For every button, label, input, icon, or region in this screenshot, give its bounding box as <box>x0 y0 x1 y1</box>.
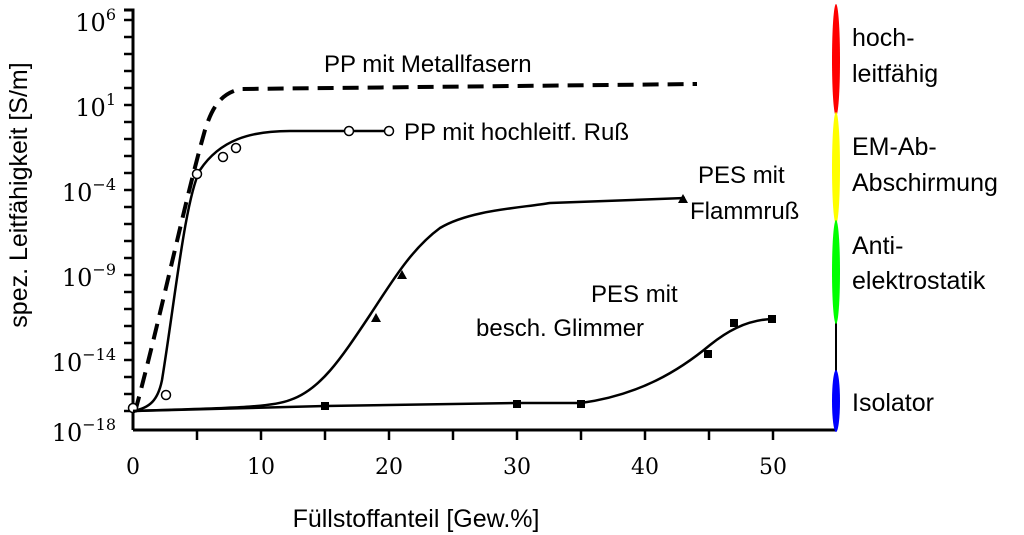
data-point <box>730 319 738 327</box>
series-pes-flammruss-line <box>132 196 686 413</box>
classification-scale <box>832 4 840 432</box>
data-point <box>230 142 242 154</box>
x-tick-label: 30 <box>503 455 531 480</box>
series-label-pp-metallfasern: PP mit Metallfasern <box>324 51 532 78</box>
y-tick-label: 10−18 <box>52 415 116 447</box>
data-point <box>343 125 355 137</box>
data-point <box>678 194 688 203</box>
data-point <box>704 350 712 358</box>
series-label-pes-flammruss-2: Flammruß <box>690 198 799 225</box>
band-label-blue: Isolator <box>852 389 934 417</box>
series-label-pes-flammruss-1: PES mit <box>698 162 785 189</box>
data-point <box>768 315 776 323</box>
series-label-pes-glimmer-1: PES mit <box>591 281 678 308</box>
series-label-pp-russ: PP mit hochleitf. Ruß <box>404 119 629 146</box>
band-label-yellow-2: Abschirmung <box>852 169 998 197</box>
axes <box>124 8 836 432</box>
data-point <box>217 151 229 163</box>
band-label-red-1: hoch- <box>852 24 915 52</box>
x-tick-label: 50 <box>759 455 787 480</box>
y-tick-label: 10−14 <box>52 345 116 377</box>
x-ticks <box>195 430 775 440</box>
band-label-green-2: elektrostatik <box>852 267 986 295</box>
data-point <box>371 313 381 322</box>
y-tick-labels: 106 101 10−4 10−9 10−14 10−18 <box>52 5 116 447</box>
series-labels: PP mit Metallfasern PP mit hochleitf. Ru… <box>324 51 799 342</box>
x-axis-label: Füllstoffanteil [Gew.%] <box>293 505 540 533</box>
data-point <box>191 168 203 180</box>
x-tick-label: 10 <box>247 455 275 480</box>
band-yellow-em-abschirmung <box>832 112 840 224</box>
band-label-green-1: Anti- <box>852 232 903 260</box>
y-tick-label: 10−9 <box>62 260 116 292</box>
x-tick-label: 40 <box>631 455 659 480</box>
data-point <box>321 402 329 410</box>
x-tick-label: 0 <box>126 455 140 480</box>
band-label-yellow-1: EM-Ab- <box>852 133 937 161</box>
y-axis-line <box>124 8 135 430</box>
data-point <box>577 400 585 408</box>
series-pp-russ-line <box>132 129 389 413</box>
band-label-red-2: leitfähig <box>852 60 938 88</box>
series-pes-flammruss-markers <box>371 194 688 322</box>
series-label-pes-glimmer-2: besch. Glimmer <box>476 315 644 342</box>
y-tick-label: 106 <box>75 5 116 37</box>
series-pes-glimmer-markers <box>321 315 776 410</box>
series-pp-russ-markers <box>127 125 395 414</box>
data-point <box>397 270 407 279</box>
x-tick-label: 20 <box>375 455 403 480</box>
y-axis-label: spez. Leitfähigkeit [S/m] <box>5 62 33 327</box>
y-ticks <box>124 18 133 413</box>
y-tick-label: 101 <box>75 90 116 122</box>
x-tick-labels: 0 10 20 30 40 50 <box>126 455 787 480</box>
band-green-antielektrostatik <box>832 220 840 324</box>
data-point <box>160 389 172 401</box>
band-red-hochleitfaehig <box>832 4 840 116</box>
band-blue-isolator <box>832 370 840 432</box>
series-pes-glimmer-line <box>132 317 773 413</box>
data-point <box>513 400 521 408</box>
series-pp-metallfasern-line <box>133 82 698 413</box>
data-point <box>383 125 395 137</box>
y-tick-label: 10−4 <box>62 175 116 207</box>
classification-labels: hoch- leitfähig EM-Ab- Abschirmung Anti-… <box>852 24 998 417</box>
